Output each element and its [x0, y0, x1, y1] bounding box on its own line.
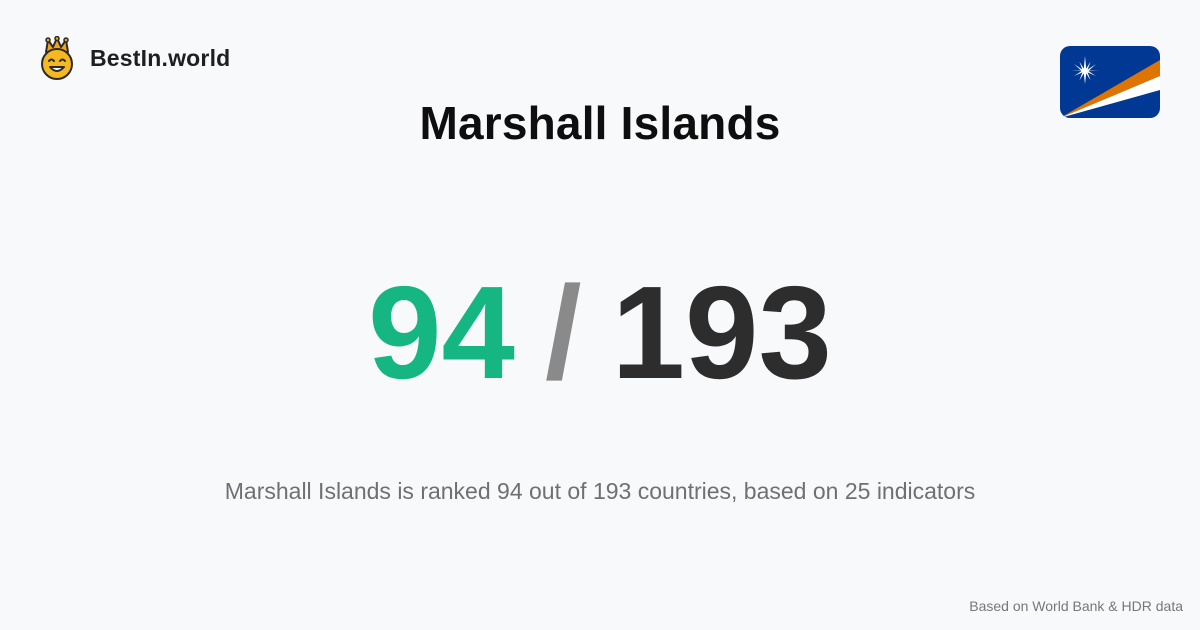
flag-star [1071, 56, 1099, 84]
data-source-note: Based on World Bank & HDR data [969, 598, 1183, 614]
flag-white-stripe [1060, 76, 1160, 118]
marshall-islands-flag-icon [1060, 46, 1160, 118]
brand[interactable]: BestIn.world [38, 36, 230, 80]
rank-total: 193 [611, 259, 832, 406]
brand-name: BestIn.world [90, 44, 231, 71]
rank-position: 94 [368, 259, 515, 406]
rank-display: 94/193 [0, 258, 1200, 408]
country-title: Marshall Islands [419, 97, 781, 149]
rank-separator: / [544, 259, 582, 406]
flag-orange-stripe [1060, 60, 1160, 118]
smiling-face-with-crown-icon [41, 36, 73, 80]
ranking-summary: Marshall Islands is ranked 94 out of 193… [224, 478, 976, 504]
